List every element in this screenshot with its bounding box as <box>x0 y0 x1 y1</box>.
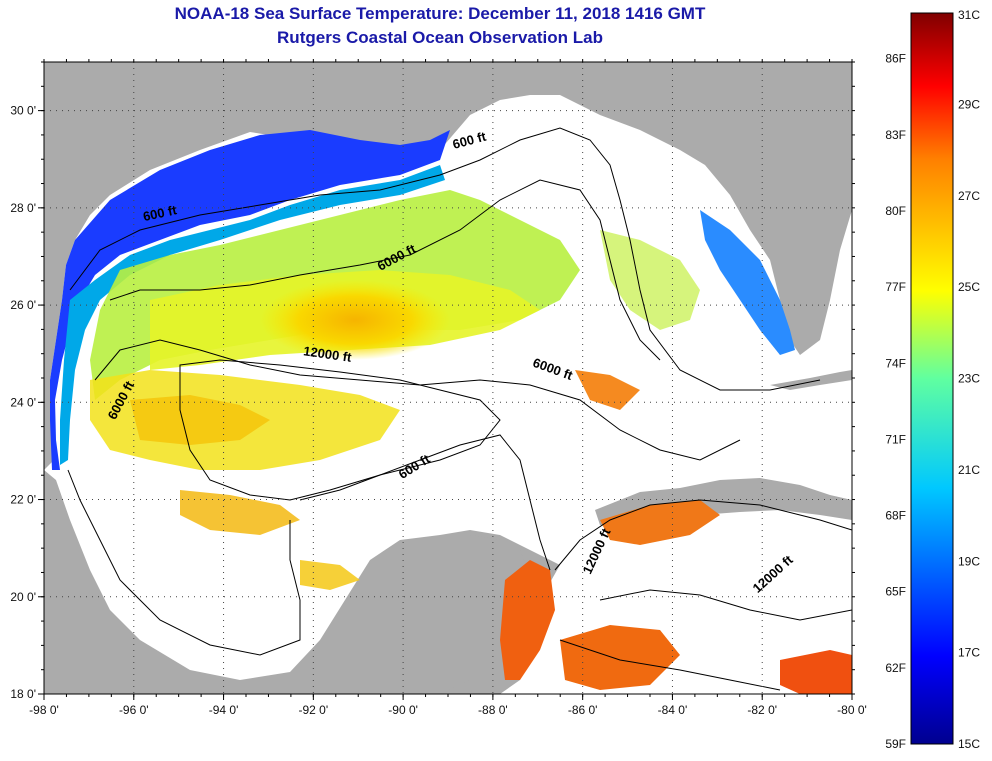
x-tick-label: -84 0' <box>658 703 688 717</box>
y-tick-label: 20 0' <box>10 590 36 604</box>
contour-12000ft-carib <box>554 499 852 571</box>
y-axis-labels: 30 0' 28 0' 26 0' 24 0' 22 0' 20 0' 18 0' <box>10 104 36 701</box>
x-tick-label: -90 0' <box>388 703 418 717</box>
x-tick-label: -94 0' <box>209 703 239 717</box>
land-yucatan <box>400 535 530 694</box>
land-us-gulf-coast <box>44 62 852 470</box>
land-keys <box>770 370 852 390</box>
y-tick-label: 30 0' <box>10 104 36 118</box>
x-tick-label: -98 0' <box>29 703 59 717</box>
y-tick-label: 28 0' <box>10 201 36 215</box>
contour-carib-3 <box>559 639 781 691</box>
y-tick-label: 22 0' <box>10 493 36 507</box>
contour-600ft-yucatan <box>299 434 551 571</box>
contour-12000ft-carib-2 <box>599 589 852 621</box>
sst-warm-caribbean <box>500 370 852 694</box>
contour-600ft-north <box>69 127 821 391</box>
x-tick-label: -80 0' <box>837 703 867 717</box>
x-tick-label: -82 0' <box>747 703 777 717</box>
contour-600ft-west <box>67 469 301 656</box>
x-axis-labels: -98 0' -96 0' -94 0' -92 0' -90 0' -88 0' -86 … <box>29 703 867 717</box>
x-tick-label: -88 0' <box>478 703 508 717</box>
contour-12000ft <box>179 359 501 501</box>
y-tick-label: 26 0' <box>10 298 36 312</box>
y-tick-label: 18 0' <box>10 687 36 701</box>
contour-label: 600 ft <box>142 202 179 224</box>
map-subtitle: Rutgers Coastal Ocean Observation Lab <box>277 28 603 47</box>
x-tick-label: -96 0' <box>119 703 149 717</box>
contour-6000ft <box>109 179 661 361</box>
y-tick-label: 24 0' <box>10 395 36 409</box>
axis-ticks <box>38 59 855 700</box>
contour-label: 12000 ft <box>302 343 353 365</box>
bathymetry-contours <box>67 127 852 691</box>
map-title: NOAA-18 Sea Surface Temperature: Decembe… <box>174 4 706 23</box>
sst-mid-gulf <box>90 190 700 590</box>
sst-cold-shelf <box>50 130 795 470</box>
x-tick-label: -92 0' <box>299 703 329 717</box>
x-tick-label: -86 0' <box>568 703 598 717</box>
